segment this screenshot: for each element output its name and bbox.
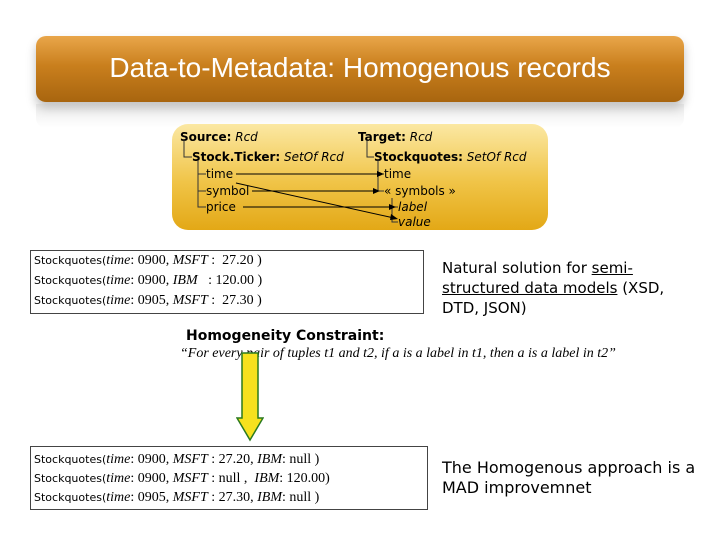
source-field-price: price: [206, 200, 236, 214]
target-child: Stockquotes: SetOf Rcd: [374, 150, 527, 164]
record-row: Stockquotes(time: 0905, MSFT : 27.30, IB…: [34, 490, 320, 505]
source-header: Source: Rcd: [180, 130, 258, 144]
target-label: Target:: [358, 130, 406, 144]
source-type: Rcd: [235, 130, 258, 144]
target-child-type: SetOf Rcd: [466, 150, 527, 164]
source-child-label: Stock.Ticker:: [192, 150, 281, 164]
target-field-label: label: [398, 200, 428, 214]
source-field-time: time: [206, 167, 234, 181]
target-field-symbols: « symbols »: [384, 184, 456, 198]
source-child: Stock.Ticker: SetOf Rcd: [192, 150, 344, 164]
constraint-text: “For every pair of tuples t1 and t2, if …: [180, 346, 616, 361]
record-row: Stockquotes(time: 0900, MSFT : null , IB…: [34, 471, 330, 486]
records-box-top: [30, 250, 424, 314]
record-row: Stockquotes(time: 0905, MSFT : 27.30 ): [34, 293, 262, 308]
target-child-label: Stockquotes:: [374, 150, 463, 164]
constraint-heading: Homogeneity Constraint:: [186, 328, 385, 344]
record-row: Stockquotes(time: 0900, MSFT : 27.20 ): [34, 253, 262, 268]
title-bar: Data-to-Metadata: Homogenous records: [36, 36, 684, 102]
target-type: Rcd: [409, 130, 433, 144]
source-field-symbol: symbol: [206, 184, 250, 198]
note-bottom: The Homogenous approach is a MAD improve…: [442, 458, 696, 497]
schema-mapping-box: [172, 124, 548, 230]
record-row: Stockquotes(time: 0900, IBM : 120.00 ): [34, 273, 263, 288]
down-arrow-icon: [236, 352, 264, 442]
target-field-time: time: [384, 167, 412, 181]
records-box-bottom: [30, 446, 428, 510]
target-field-value: value: [398, 215, 431, 229]
source-child-type: SetOf Rcd: [284, 150, 344, 164]
note-top: Natural solution for semi- structured da…: [442, 259, 665, 317]
record-row: Stockquotes(time: 0900, MSFT : 27.20, IB…: [34, 452, 320, 467]
source-label: Source:: [180, 130, 232, 144]
slide-title: Data-to-Metadata: Homogenous records: [109, 52, 611, 83]
target-header: Target: Rcd: [358, 130, 432, 144]
